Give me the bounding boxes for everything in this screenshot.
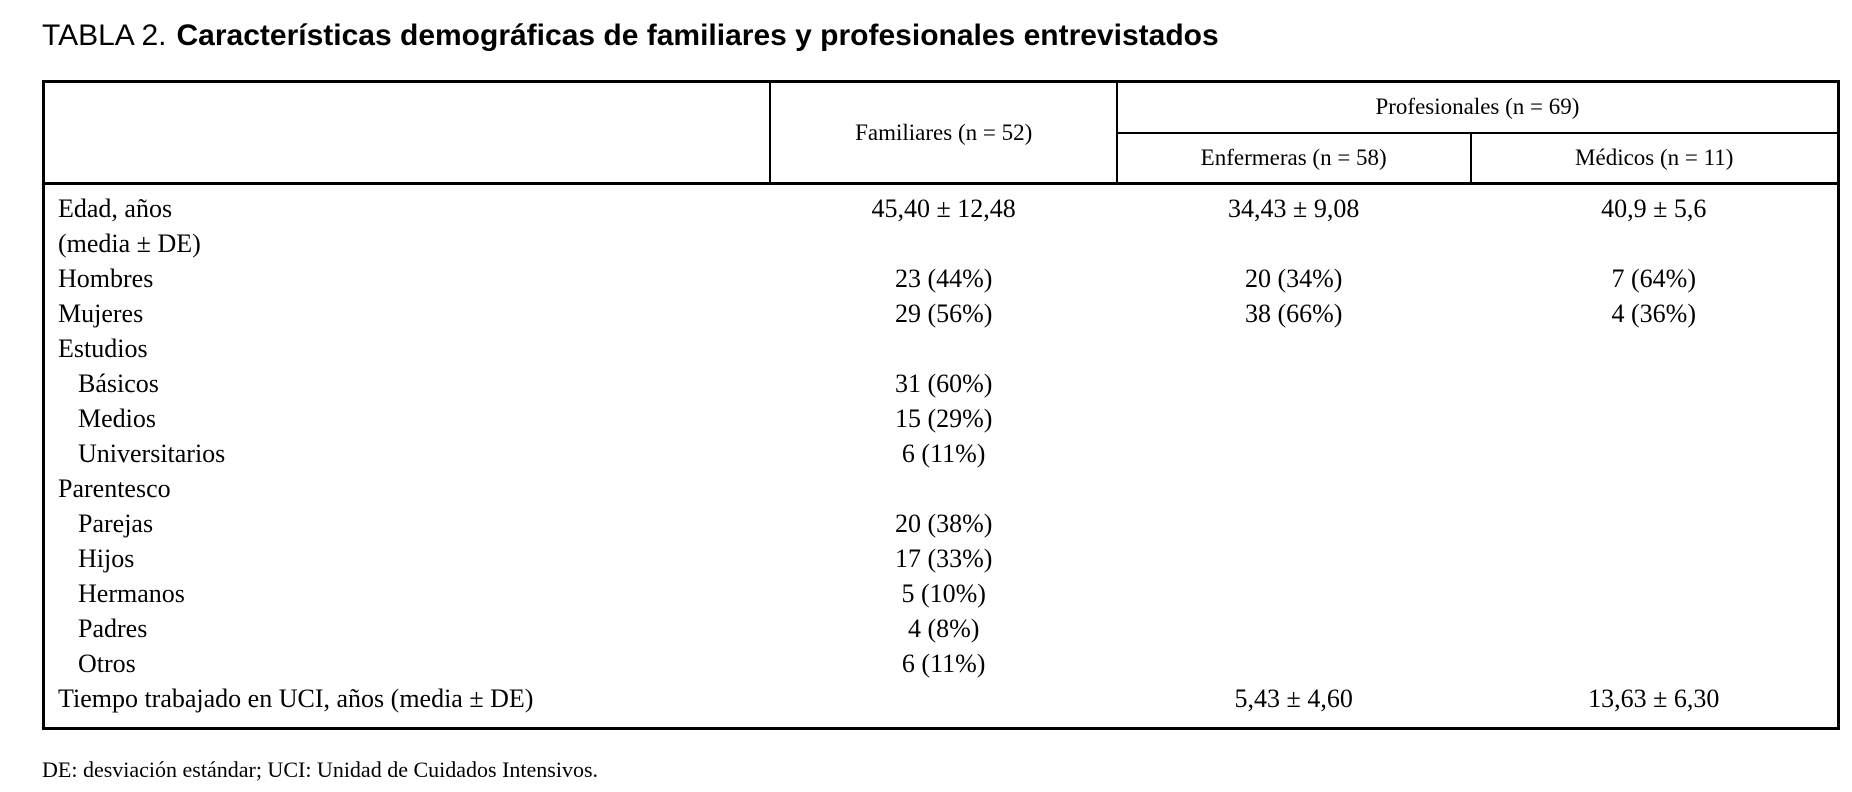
table-row-parejas: Parejas 20 (38%) <box>44 506 1839 541</box>
cell-enfermeras: 38 (66%) <box>1244 299 1343 328</box>
cell-familiares <box>770 331 1116 366</box>
cell-familiares: 6 (11%) <box>901 649 986 678</box>
row-label: Hombres <box>58 264 154 293</box>
header-row-top: Familiares (n = 52) Profesionales (n = 6… <box>43 81 1840 184</box>
cell-medicos <box>1471 331 1839 366</box>
cell-familiares: 5 (10%) <box>901 579 986 608</box>
table-footnote: DE: desviación estándar; UCI: Unidad de … <box>42 757 599 782</box>
cell-medicos <box>1471 576 1839 611</box>
table-row-otros: Otros 6 (11%) <box>44 646 1839 681</box>
table-title-text: Características demográficas de familiar… <box>176 19 1219 52</box>
cell-familiares: 6 (11%) <box>901 439 986 468</box>
demographics-table: Familiares (n = 52) Profesionales (n = 6… <box>42 80 1840 730</box>
cell-medicos <box>1471 401 1839 436</box>
header-profesionales: Profesionales (n = 69) <box>1116 81 1840 134</box>
cell-medicos <box>1471 506 1839 541</box>
cell-familiares: 31 (60%) <box>894 369 993 398</box>
cell-medicos: 40,9 ± 5,6 <box>1470 182 1839 261</box>
row-label: Parejas <box>78 509 154 538</box>
cell-familiares: 45,40 ± 12,48 <box>770 182 1117 261</box>
header-familiares: Familiares (n = 52) <box>770 81 1118 184</box>
cell-enfermeras <box>1117 576 1471 611</box>
table-row-medios: Medios 15 (29%) <box>44 401 1839 436</box>
cell-familiares: 20 (38%) <box>894 509 993 538</box>
header-medicos: Médicos (n = 11) <box>1470 132 1840 184</box>
table-row-mujeres: Mujeres 29 (56%) 38 (66%) 4 (36%) <box>44 296 1839 331</box>
row-label: Mujeres <box>58 299 144 328</box>
cell-enfermeras <box>1117 506 1471 541</box>
row-label: Padres <box>78 614 148 643</box>
cell-medicos: 4 (36%) <box>1611 299 1696 328</box>
row-label: Estudios <box>58 334 148 363</box>
row-label: Universitarios <box>78 439 226 468</box>
cell-medicos: 7 (64%) <box>1611 264 1696 293</box>
table-row-parentesco: Parentesco <box>44 471 1839 506</box>
cell-familiares: 15 (29%) <box>894 404 993 433</box>
table-row-basicos: Básicos 31 (60%) <box>44 366 1839 401</box>
row-label: Otros <box>78 649 136 678</box>
table-row-universitarios: Universitarios 6 (11%) <box>44 436 1839 471</box>
cell-medicos <box>1471 366 1839 401</box>
row-label: Básicos <box>78 369 159 398</box>
cell-medicos: 13,63 ± 6,30 <box>1588 684 1720 713</box>
header-row-sub: Enfermeras (n = 58) Médicos (n = 11) <box>44 132 1840 184</box>
row-label: Tiempo trabajado en UCI, años (media ± D… <box>58 684 534 713</box>
empty-corner-cell <box>43 81 772 184</box>
cell-familiares: 23 (44%) <box>894 264 993 293</box>
cell-enfermeras <box>1117 541 1471 576</box>
row-label-line1: Edad, años <box>58 194 173 223</box>
row-label: Edad, años (media ± DE) <box>43 182 771 261</box>
row-label-line2: (media ± DE) <box>58 229 201 258</box>
cell-medicos <box>1471 611 1839 646</box>
table-title: TABLA 2. Características demográficas de … <box>42 16 1840 56</box>
table-row-hombres: Hombres 23 (44%) 20 (34%) 7 (64%) <box>44 261 1839 296</box>
cell-enfermeras <box>1117 366 1471 401</box>
cell-familiares <box>770 471 1116 506</box>
cell-familiares: 4 (8%) <box>907 614 980 643</box>
cell-enfermeras <box>1117 611 1471 646</box>
cell-enfermeras <box>1117 331 1471 366</box>
cell-medicos <box>1471 471 1839 506</box>
table-row-hijos: Hijos 17 (33%) <box>44 541 1839 576</box>
table-number: TABLA 2. <box>42 19 167 52</box>
row-label: Hijos <box>78 544 135 573</box>
table-row-tiempo-uci: Tiempo trabajado en UCI, años (media ± D… <box>44 681 1839 729</box>
cell-medicos <box>1471 541 1839 576</box>
table-row-padres: Padres 4 (8%) <box>44 611 1839 646</box>
cell-enfermeras <box>1117 646 1471 681</box>
cell-medicos <box>1471 436 1839 471</box>
cell-enfermeras: 34,43 ± 9,08 <box>1116 182 1471 261</box>
cell-familiares: 29 (56%) <box>894 299 993 328</box>
cell-medicos <box>1471 646 1839 681</box>
cell-enfermeras <box>1117 436 1471 471</box>
cell-familiares: 17 (33%) <box>894 544 993 573</box>
cell-familiares <box>770 681 1116 729</box>
table-row-edad: Edad, años (media ± DE) 45,40 ± 12,48 34… <box>43 182 1839 261</box>
cell-enfermeras <box>1117 401 1471 436</box>
row-label: Parentesco <box>58 474 171 503</box>
row-label: Hermanos <box>78 579 185 608</box>
cell-enfermeras <box>1117 471 1471 506</box>
table-row-hermanos: Hermanos 5 (10%) <box>44 576 1839 611</box>
header-enfermeras: Enfermeras (n = 58) <box>1116 132 1472 184</box>
row-label: Medios <box>78 404 156 433</box>
cell-enfermeras: 5,43 ± 4,60 <box>1234 684 1353 713</box>
table-row-estudios: Estudios <box>44 331 1839 366</box>
cell-enfermeras: 20 (34%) <box>1244 264 1343 293</box>
